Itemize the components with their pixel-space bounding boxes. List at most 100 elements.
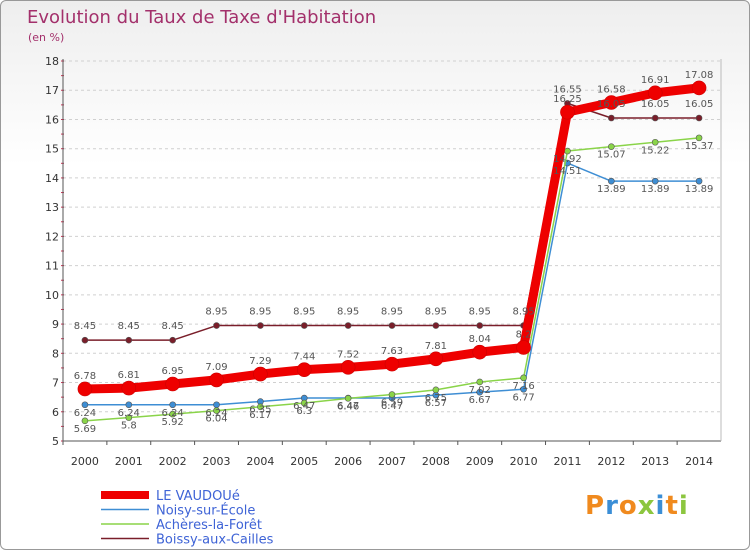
data-point — [165, 376, 180, 392]
x-tick-label: 2004 — [246, 455, 274, 468]
data-point — [213, 407, 220, 414]
data-label: 6.75 — [425, 393, 447, 404]
data-label: 8.45 — [118, 321, 140, 332]
x-tick-label: 2010 — [510, 455, 538, 468]
y-tick-label: 8 — [52, 347, 59, 360]
data-label: 8.04 — [469, 334, 491, 345]
data-point — [388, 391, 396, 398]
x-tick-label: 2005 — [290, 455, 318, 468]
data-label: 16.55 — [553, 84, 582, 95]
data-label: 6.46 — [337, 401, 359, 412]
data-label: 15.22 — [641, 145, 670, 156]
data-label: 8.95 — [512, 307, 534, 318]
data-label: 16.05 — [597, 99, 626, 110]
y-tick-label: 9 — [52, 318, 59, 331]
legend-label: Boissy-aux-Cailles — [156, 533, 274, 548]
data-label: 16.58 — [597, 85, 626, 96]
data-point — [695, 114, 703, 122]
data-label: 7.44 — [293, 352, 315, 363]
data-point — [476, 378, 484, 386]
data-label: 13.89 — [597, 184, 626, 195]
data-label: 6.24 — [74, 408, 96, 419]
data-point — [388, 322, 396, 329]
data-point — [651, 114, 659, 122]
x-tick-label: 2006 — [334, 455, 362, 468]
brand-letter: r — [605, 491, 619, 521]
data-label: 6.04 — [205, 414, 227, 425]
data-label: 7.16 — [512, 381, 534, 392]
data-point — [344, 395, 352, 402]
data-point — [300, 322, 308, 329]
data-label: 5.8 — [121, 421, 137, 432]
y-tick-label: 18 — [45, 55, 59, 68]
data-label: 13.89 — [685, 184, 714, 195]
data-point — [81, 336, 89, 344]
data-label: 8.95 — [337, 307, 359, 318]
brand-letter: t — [665, 491, 679, 521]
y-tick-label: 16 — [45, 113, 59, 126]
x-tick-label: 2013 — [641, 455, 669, 468]
data-label: 8.95 — [381, 307, 403, 318]
data-point — [169, 401, 176, 409]
x-axis-ticks: 2000 2001 2002 2003 2004 2005 2006 2007 2008 2009… — [62, 441, 713, 468]
data-point — [300, 399, 308, 407]
data-point — [125, 414, 133, 421]
x-tick-label: 2007 — [378, 455, 406, 468]
series-labels-0: 6.78 6.81 6.95 7.09 7.29 7.44 7.52 7.63 7.81 8.04… — [74, 70, 714, 382]
data-label: 7.02 — [469, 385, 491, 396]
y-tick-label: 10 — [45, 289, 59, 302]
data-label: 7.29 — [249, 356, 271, 367]
legend-label: Noisy-sur-École — [156, 503, 255, 519]
data-label: 6.95 — [162, 366, 184, 377]
data-label: 8.95 — [249, 307, 271, 318]
data-label: 6.47 — [381, 401, 403, 412]
series-labels-2: 5.69 5.8 5.92 6.04 6.17 6.3 6.46 6.59 6.75 7.02 7.… — [74, 141, 714, 435]
x-tick-label: 2001 — [115, 455, 143, 468]
data-label: 16.05 — [685, 99, 714, 110]
data-label: 8.45 — [162, 321, 184, 332]
data-point — [647, 85, 663, 101]
data-label: 14.92 — [553, 154, 582, 165]
data-point — [608, 177, 615, 185]
series-2 — [81, 134, 703, 425]
data-label: 7.52 — [337, 349, 359, 360]
y-tick-label: 15 — [45, 143, 59, 156]
data-point — [560, 104, 575, 120]
series-line — [84, 102, 700, 341]
data-label: 16.05 — [641, 99, 670, 110]
data-point — [691, 80, 707, 96]
data-point — [81, 417, 89, 425]
x-tick-label: 2003 — [203, 455, 231, 468]
x-tick-label: 2002 — [159, 455, 187, 468]
data-point — [695, 134, 703, 142]
data-point — [81, 401, 89, 409]
data-label: 6.81 — [118, 370, 140, 381]
series-labels-3: 8.45 8.45 8.45 8.95 8.95 8.95 8.95 8.95 8.95 8.95… — [74, 84, 714, 332]
y-tick-label: 17 — [45, 84, 59, 97]
data-point — [516, 340, 531, 355]
y-tick-label: 11 — [45, 260, 59, 273]
brand-letter: i — [655, 491, 666, 521]
series-line — [80, 83, 704, 394]
data-point — [651, 177, 659, 185]
data-point — [209, 372, 224, 388]
brand-logo: Proxiti — [585, 491, 689, 521]
series-labels-1: 6.24 6.24 6.24 6.24 6.35 6.47 6.47 6.47 6.57 6.67… — [74, 166, 714, 419]
data-point — [257, 322, 264, 329]
legend-label: LE VAUDOUé — [156, 489, 240, 504]
data-label: 15.37 — [685, 141, 714, 152]
y-tick-label: 7 — [52, 377, 59, 390]
x-tick-label: 2008 — [422, 455, 450, 468]
x-tick-label: 2000 — [71, 455, 99, 468]
data-label: 6.24 — [162, 408, 184, 419]
data-label: 7.63 — [381, 346, 403, 357]
y-axis-unit-label: (en %) — [28, 31, 65, 44]
data-label: 8.95 — [469, 307, 491, 318]
y-tick-label: 13 — [45, 201, 59, 214]
y-tick-label: 14 — [45, 172, 59, 185]
data-label: 6.35 — [249, 405, 271, 416]
data-point — [604, 95, 619, 110]
y-tick-label: 5 — [52, 435, 59, 448]
data-point — [125, 336, 133, 344]
